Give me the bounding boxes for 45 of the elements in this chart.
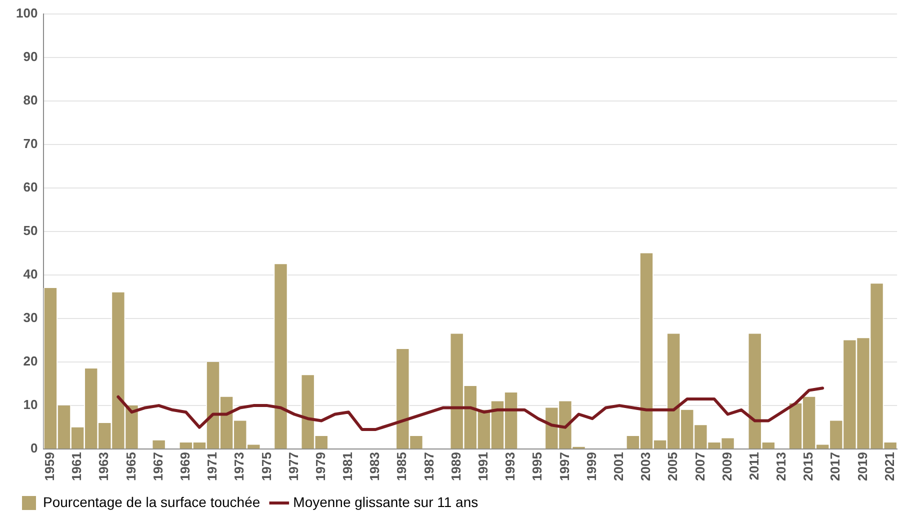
x-tick-label: 1971: [204, 452, 220, 481]
x-tick-label: 1975: [258, 452, 274, 481]
x-tick-label: 2017: [828, 452, 843, 481]
x-tick-label: 1967: [150, 452, 166, 481]
y-tick-label: 50: [23, 223, 38, 238]
x-tick-label: 2013: [774, 452, 789, 481]
x-tick-label: 1979: [312, 452, 328, 481]
x-tick-label: 1983: [367, 452, 382, 481]
x-tick-label: 2003: [638, 452, 654, 481]
x-tick-label: 1977: [286, 452, 301, 481]
x-tick-label: 2001: [610, 452, 626, 481]
y-tick-label: 30: [23, 310, 38, 326]
x-tick-label: 1981: [340, 452, 356, 481]
x-tick-label: 1999: [584, 452, 599, 481]
x-tick-label: 2007: [692, 452, 708, 481]
x-tick-label: 1985: [394, 452, 410, 481]
y-tick-label: 40: [23, 266, 38, 282]
x-tick-label: 1989: [448, 452, 464, 481]
x-tick-label: 1987: [421, 452, 436, 481]
x-tick-label: 1959: [42, 452, 58, 481]
x-tick-label: 1963: [96, 452, 112, 481]
legend-label: Pourcentage de la surface touchée: [43, 494, 260, 510]
legend-label: Moyenne glissante sur 11 ans: [293, 494, 478, 510]
y-tick-label: 70: [23, 136, 38, 151]
x-tick-label: 1993: [502, 452, 518, 481]
y-tick-label: 80: [23, 92, 38, 108]
x-tick-label: 1997: [556, 452, 572, 481]
x-tick-label: 1973: [232, 452, 247, 481]
x-tick-label: 2009: [719, 452, 734, 481]
y-tick-label: 10: [23, 397, 38, 412]
x-tick-label: 2015: [800, 452, 816, 481]
y-tick-label: 90: [23, 48, 38, 64]
y-tick-label: 100: [16, 5, 38, 20]
x-tick-label: 1961: [69, 452, 84, 481]
y-tick-label: 0: [30, 440, 38, 456]
x-tick-label: 2005: [665, 452, 680, 481]
x-tick-label: 1969: [178, 452, 192, 481]
x-tick-label: 1991: [476, 452, 491, 481]
y-tick-label: 20: [23, 354, 38, 369]
x-tick-label: 1965: [123, 452, 138, 481]
x-tick-label: 1995: [530, 452, 545, 481]
x-tick-label: 2011: [746, 452, 762, 480]
x-tick-label: 2021: [882, 452, 897, 481]
x-tick-label: 2019: [854, 452, 870, 481]
y-tick-label: 60: [23, 179, 38, 194]
